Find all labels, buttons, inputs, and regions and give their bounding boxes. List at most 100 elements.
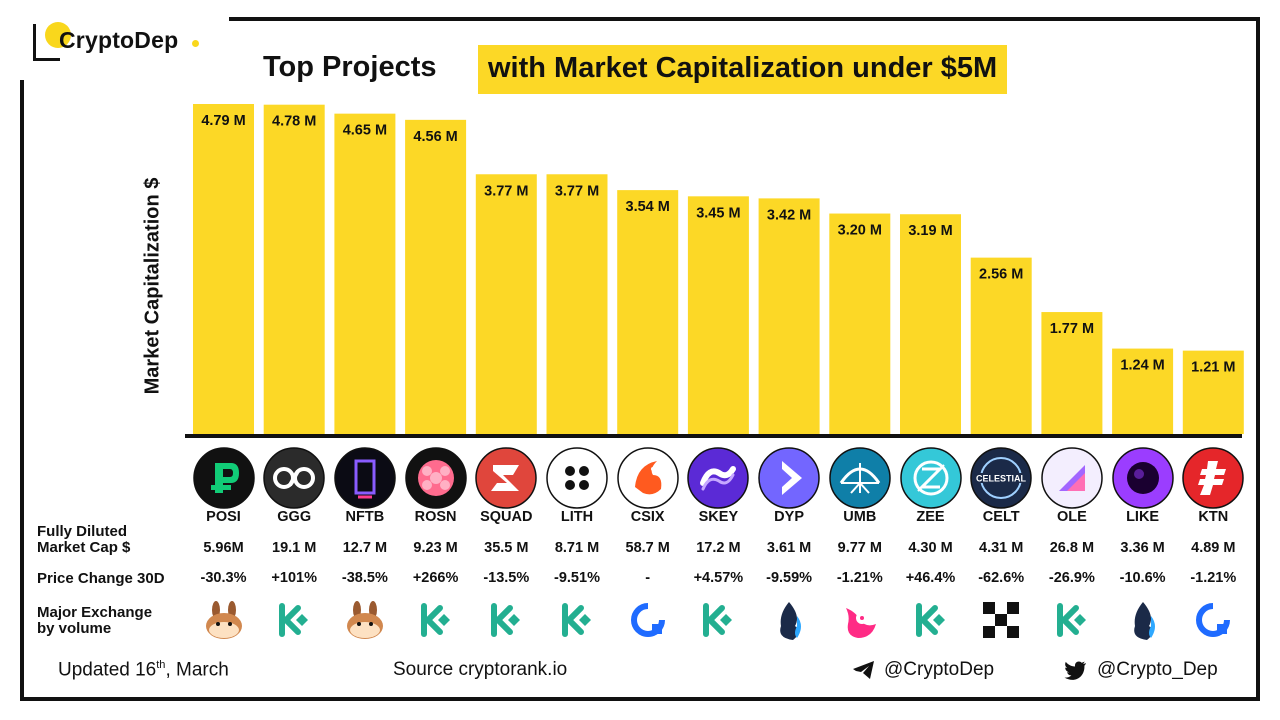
- twitter-handle[interactable]: @Crypto_Dep: [1097, 659, 1218, 680]
- lith-logo-icon: [546, 447, 608, 509]
- updated-suffix: , March: [165, 659, 229, 681]
- exchange-row-label-line1: Major Exchange: [37, 604, 153, 621]
- bar-value-label-squad: 3.77 M: [484, 183, 528, 199]
- ktn-logo-icon: [1182, 447, 1245, 509]
- fdv-dyp: 3.61 M: [766, 540, 812, 556]
- bar-celt: [970, 257, 1032, 434]
- updated-prefix: Updated 16: [58, 659, 157, 681]
- bar-skey: [687, 196, 749, 434]
- bar-ggg: [263, 104, 325, 434]
- price-change-umb: -1.21%: [836, 570, 883, 586]
- symbol-skey: SKEY: [698, 509, 739, 525]
- fdv-nftb: 12.7 M: [342, 540, 388, 556]
- price-change-csix: -: [645, 570, 651, 586]
- fdv-row-label-line2: Market Cap $: [37, 539, 131, 556]
- symbol-posi: POSI: [206, 509, 241, 525]
- squad-logo-icon: [475, 447, 538, 509]
- kucoin-icon: [1050, 598, 1094, 642]
- bar-squad: [475, 174, 537, 434]
- symbol-celt: CELT: [982, 509, 1020, 525]
- frame-left-border: [20, 80, 24, 701]
- bar-nftb: [334, 113, 396, 435]
- bar-value-label-nftb: 4.65 M: [343, 123, 387, 139]
- bar-value-label-zee: 3.19 M: [908, 223, 952, 239]
- frame-right-border: [1256, 17, 1260, 701]
- chart-title: Top Projects: [263, 51, 437, 83]
- bar-value-label-dyp: 3.42 M: [767, 207, 811, 223]
- fdv-ole: 26.8 M: [1049, 540, 1095, 556]
- logo-circle: [45, 22, 71, 48]
- twitter-icon[interactable]: [1063, 659, 1087, 681]
- bar-ole: [1041, 312, 1103, 434]
- logo-dot: [192, 40, 199, 47]
- skey-logo-icon: [687, 447, 750, 509]
- fdv-row-label-line1: Fully Diluted: [37, 523, 127, 540]
- updated-sup: th: [156, 659, 166, 671]
- frame-top-border: [229, 17, 1260, 21]
- bar-umb: [829, 213, 891, 434]
- fdv-skey: 17.2 M: [696, 540, 741, 556]
- symbol-ktn: KTN: [1198, 509, 1229, 525]
- fdv-rosn: 9.23 M: [413, 540, 458, 556]
- price-change-like: -10.6%: [1119, 570, 1166, 586]
- price-change-posi: -30.3%: [200, 570, 247, 586]
- bar-value-label-csix: 3.54 M: [626, 199, 670, 215]
- fdv-umb: 9.77 M: [837, 540, 882, 556]
- bar-value-label-posi: 4.79 M: [201, 113, 245, 129]
- symbol-rosn: ROSN: [414, 509, 457, 525]
- kucoin-icon: [484, 598, 528, 642]
- posi-logo-icon: [192, 447, 255, 509]
- like-logo-icon: [1111, 447, 1174, 509]
- bar-value-label-ktn: 1.21 M: [1191, 360, 1235, 376]
- bar-zee: [900, 214, 961, 434]
- dyp-logo-icon: [758, 447, 820, 509]
- source-text: Source cryptorank.io: [393, 659, 568, 680]
- celt-logo-icon: CELESTIAL: [970, 447, 1032, 509]
- chart-title-highlight: with Market Capitalization under $5M: [478, 45, 1008, 94]
- frame-bottom-border: [20, 697, 1260, 701]
- ggg-logo-icon: [263, 447, 325, 509]
- symbol-umb: UMB: [843, 509, 877, 525]
- bar-value-label-rosn: 4.56 M: [413, 129, 457, 145]
- price-change-celt: -62.6%: [978, 570, 1025, 586]
- price-change-rosn: +266%: [412, 570, 459, 586]
- csix-logo-icon: [616, 447, 679, 509]
- price-change-nftb: -38.5%: [341, 570, 388, 586]
- uniswap-icon: [838, 598, 882, 642]
- bar-value-label-lith: 3.77 M: [555, 183, 599, 199]
- bar-value-label-ggg: 4.78 M: [272, 114, 316, 130]
- price-change-lith: -9.51%: [554, 570, 600, 586]
- bar-value-label-like: 1.24 M: [1120, 358, 1164, 374]
- okx-icon: [626, 598, 670, 642]
- symbol-ggg: GGG: [277, 509, 312, 525]
- fdv-row-label: Fully Diluted Market Cap $: [37, 524, 130, 556]
- zee-logo-icon: [899, 447, 962, 509]
- brand-name: CryptoDep: [59, 27, 179, 53]
- nftb-logo-icon: [334, 447, 396, 509]
- symbol-squad: SQUAD: [480, 509, 533, 525]
- price-change-ggg: +101%: [271, 570, 317, 586]
- symbol-ole: OLE: [1056, 509, 1087, 525]
- pancakeswap-icon: [343, 598, 387, 642]
- kucoin-icon: [555, 598, 599, 642]
- rosn-logo-icon: [404, 447, 467, 509]
- svg-text:CELESTIAL: CELESTIAL: [976, 474, 1027, 484]
- bar-lith: [546, 174, 608, 434]
- telegram-handle[interactable]: @CryptoDep: [884, 659, 995, 680]
- bar-value-label-celt: 2.56 M: [979, 267, 1023, 283]
- symbol-like: LIKE: [1126, 509, 1160, 525]
- updated-text: Updated 16th, March: [58, 659, 229, 681]
- price-row-label: Price Change 30D: [37, 570, 165, 587]
- bar-ktn: [1182, 350, 1244, 434]
- fdv-ggg: 19.1 M: [272, 540, 317, 556]
- symbol-dyp: DYP: [774, 509, 804, 525]
- telegram-icon[interactable]: [852, 659, 876, 681]
- huobi-icon: [767, 598, 811, 642]
- price-change-skey: +4.57%: [693, 570, 744, 586]
- bar-value-label-umb: 3.20 M: [838, 223, 882, 239]
- bar-value-label-ole: 1.77 M: [1050, 321, 1094, 337]
- umb-logo-icon: [829, 447, 891, 509]
- fdv-like: 3.36 M: [1120, 540, 1165, 556]
- symbol-zee: ZEE: [916, 509, 945, 525]
